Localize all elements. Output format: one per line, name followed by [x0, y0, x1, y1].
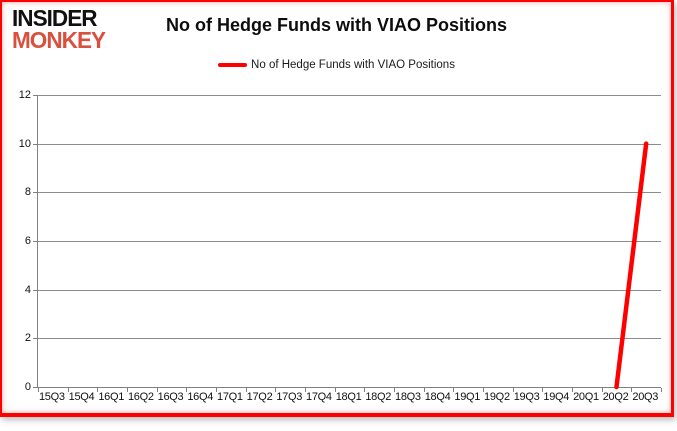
x-axis-label-19Q3: 19Q3 [513, 391, 540, 403]
y-axis-tick-0 [33, 387, 38, 388]
x-axis-label-17Q1: 17Q1 [217, 391, 243, 403]
x-axis-label-18Q4: 18Q4 [424, 391, 451, 403]
x-axis-tick-6 [216, 388, 217, 392]
x-axis-tick-18 [572, 388, 573, 392]
x-axis-label-19Q2: 19Q2 [484, 391, 510, 403]
x-axis-tick-17 [542, 388, 544, 392]
x-axis-tick-1 [67, 388, 69, 392]
x-axis-label-16Q4: 16Q4 [187, 391, 214, 403]
x-axis-label-19Q1: 19Q1 [454, 391, 481, 403]
x-axis-tick-5 [186, 388, 188, 392]
x-axis-tick-4 [156, 388, 158, 392]
y-axis-tick-6 [33, 241, 38, 242]
x-axis-tick-19 [601, 388, 603, 392]
data-series-layer [614, 141, 649, 390]
y-axis-label-2: 2 [24, 332, 31, 345]
gridline-y-2 [38, 338, 661, 340]
x-axis-labels: 15Q3 15Q4 16Q1 16Q2 16Q3 16Q4 17Q1 17Q2 17Q3 17Q4… [37, 391, 660, 403]
x-axis-label-20Q2: 20Q2 [602, 391, 629, 403]
y-axis-tick-2 [33, 338, 38, 340]
x-axis-tick-3 [127, 388, 128, 392]
y-axis-tick-4 [33, 289, 38, 291]
y-axis-label-8: 8 [24, 186, 31, 199]
x-axis-label-16Q1: 16Q1 [98, 391, 125, 403]
legend: No of Hedge Funds with VIAO Positions [2, 59, 671, 71]
chart-title: No of Hedge Funds with VIAO Positions [166, 15, 507, 35]
y-axis-label-12: 12 [18, 89, 31, 101]
x-axis-label-16Q2: 16Q2 [127, 391, 154, 403]
x-axis-tick-10 [334, 388, 336, 392]
x-axis-tick-15 [483, 388, 484, 392]
logo-line-monkey: MONKEY [12, 26, 106, 53]
x-axis-label-20Q3: 20Q3 [632, 391, 659, 403]
gridline-y-6 [38, 241, 661, 242]
x-axis-tick-16 [512, 388, 514, 392]
insider-monkey-logo: INSIDER MONKEY [12, 5, 106, 53]
logo-line-insider: INSIDER [12, 5, 98, 31]
x-axis-tick-2 [97, 388, 99, 392]
gridline-y-12 [38, 95, 661, 96]
x-axis-tick-13 [423, 388, 425, 392]
x-axis-label-15Q4: 15Q4 [68, 391, 95, 403]
x-axis-tick-12 [394, 388, 395, 392]
legend-line-swatch [218, 63, 248, 67]
x-axis-tick-0 [38, 388, 39, 392]
x-axis-label-19Q4: 19Q4 [543, 391, 570, 403]
x-axis-tick-14 [453, 388, 455, 392]
gridline-y-4 [38, 289, 661, 291]
x-axis-label-17Q3: 17Q3 [276, 391, 303, 403]
x-axis-label-20Q1: 20Q1 [573, 391, 599, 403]
series-line [614, 141, 649, 390]
gridline-y-10 [38, 143, 661, 145]
y-axis-tick-10 [33, 143, 38, 145]
y-axis-label-10: 10 [18, 137, 31, 150]
x-axis-label-18Q3: 18Q3 [395, 391, 421, 403]
x-axis-label-16Q3: 16Q3 [157, 391, 184, 403]
y-axis-tick-8 [33, 192, 38, 194]
y-axis-label-0: 0 [24, 381, 31, 393]
x-axis-tick-9 [305, 388, 306, 392]
gridline-y-8 [38, 192, 661, 194]
y-axis-label-4: 4 [24, 283, 31, 296]
x-axis-label-18Q2: 18Q2 [365, 391, 392, 403]
plot-area [33, 95, 662, 392]
x-axis-label-15Q3: 15Q3 [38, 391, 65, 403]
y-axis-tick-12 [33, 95, 38, 96]
legend-label: No of Hedge Funds with VIAO Positions [251, 59, 455, 71]
chart-frame: INSIDER MONKEY No of Hedge Funds with VI… [0, 0, 674, 417]
x-axis-label-17Q4: 17Q4 [306, 391, 332, 403]
y-axis-label-6: 6 [24, 235, 31, 247]
x-axis-tick-8 [275, 388, 277, 392]
x-axis-label-17Q2: 17Q2 [246, 391, 273, 403]
x-axis-tick-21 [661, 388, 662, 392]
x-axis-tick-7 [245, 388, 247, 392]
x-axis-tick-20 [631, 388, 633, 392]
x-axis-tick-11 [364, 388, 366, 392]
x-axis-label-18Q1: 18Q1 [335, 391, 362, 403]
